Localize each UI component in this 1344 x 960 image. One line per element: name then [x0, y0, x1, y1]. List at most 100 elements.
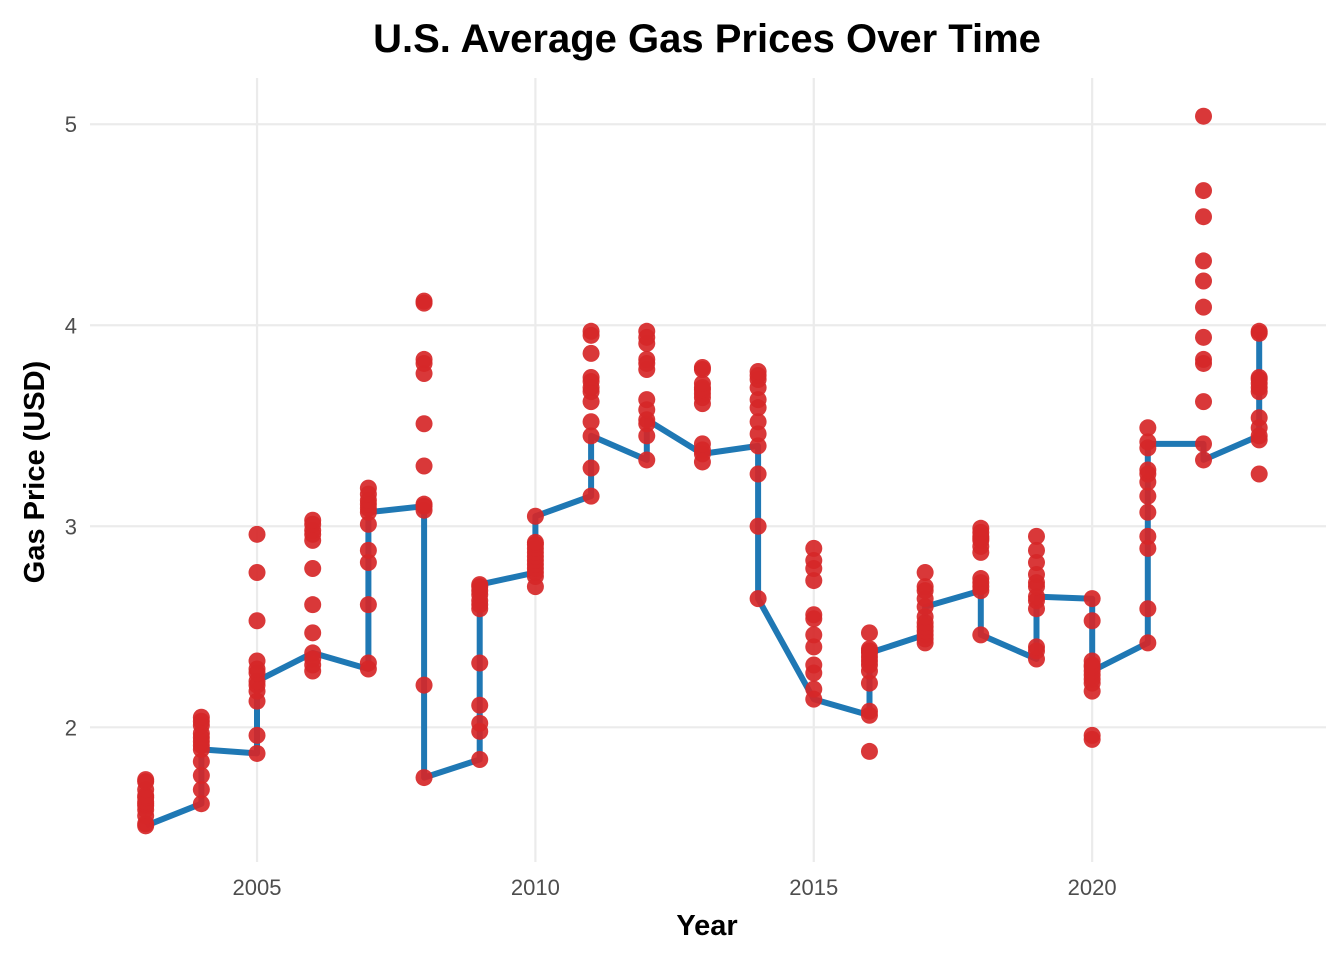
price-point-2021-4 [1139, 527, 1157, 545]
y-tick-label-5: 5 [65, 112, 77, 137]
price-point-2009-4 [471, 696, 489, 714]
price-point-2015-2 [805, 680, 823, 698]
price-point-2013-10 [693, 375, 711, 393]
price-point-2008-2 [415, 676, 433, 694]
price-point-2016-1 [860, 742, 878, 760]
price-point-2022-12 [1195, 107, 1213, 125]
price-point-2022-7 [1195, 298, 1213, 316]
x-tick-label-2005: 2005 [233, 875, 282, 900]
price-point-2008-5 [415, 495, 433, 513]
price-point-2014-1 [749, 590, 767, 608]
y-tick-label-3: 3 [65, 514, 77, 539]
grid-lines [90, 78, 1326, 862]
price-point-2013-4 [693, 435, 711, 453]
price-point-2010-11 [526, 533, 544, 551]
price-point-2021-1 [1139, 634, 1157, 652]
price-point-2016-12 [860, 624, 878, 642]
price-point-2005-10 [248, 612, 266, 630]
price-point-2015-5 [805, 638, 823, 656]
price-point-2007-5 [359, 541, 377, 559]
y-axis-title: Gas Price (USD) [19, 361, 51, 583]
price-point-2008-1 [415, 769, 433, 787]
price-point-2018-1 [972, 626, 990, 644]
chart-title: U.S. Average Gas Prices Over Time [373, 17, 1041, 61]
price-point-2014-2 [749, 517, 767, 535]
price-point-2009-12 [471, 576, 489, 594]
price-point-2021-9 [1139, 461, 1157, 479]
price-point-2003-12 [137, 771, 155, 789]
price-point-2004-1 [192, 795, 210, 813]
price-point-2023-12 [1250, 322, 1268, 340]
price-point-2011-9 [582, 369, 600, 387]
price-point-2022-5 [1195, 350, 1213, 368]
price-point-2006-5 [304, 624, 322, 642]
price-point-2018-12 [972, 519, 990, 537]
price-point-2004-4 [192, 752, 210, 770]
price-point-2016-3 [860, 702, 878, 720]
price-point-2014-5 [749, 425, 767, 443]
x-tick-label-2015: 2015 [789, 875, 838, 900]
price-point-2012-6 [638, 391, 656, 409]
price-point-2021-11 [1139, 433, 1157, 451]
price-point-2005-9 [248, 652, 266, 670]
price-point-2012-9 [638, 350, 656, 368]
price-point-2017-12 [916, 564, 934, 582]
price-point-2011-12 [582, 322, 600, 340]
price-point-2023-1 [1250, 465, 1268, 483]
price-point-2020-11 [1083, 612, 1101, 630]
price-point-2005-2 [248, 726, 266, 744]
price-point-2012-2 [638, 427, 656, 445]
price-point-2015-6 [805, 626, 823, 644]
price-point-2010-12 [526, 507, 544, 525]
price-point-2022-9 [1195, 252, 1213, 270]
price-point-2020-12 [1083, 590, 1101, 608]
price-point-2005-11 [248, 564, 266, 582]
price-point-2022-10 [1195, 208, 1213, 226]
price-point-2004-2 [192, 781, 210, 799]
price-point-2008-12 [415, 292, 433, 310]
price-point-2014-12 [749, 362, 767, 380]
price-point-2014-3 [749, 465, 767, 483]
price-point-2015-4 [805, 656, 823, 674]
price-point-2011-1 [582, 487, 600, 505]
y-tick-label-4: 4 [65, 313, 77, 338]
price-point-2021-5 [1139, 503, 1157, 521]
y-tick-label-2: 2 [65, 715, 77, 740]
price-point-2009-1 [471, 750, 489, 768]
price-point-2006-6 [304, 596, 322, 614]
price-point-2005-1 [248, 744, 266, 762]
price-point-2004-3 [192, 767, 210, 785]
price-point-2016-4 [860, 674, 878, 692]
price-point-2020-2 [1083, 726, 1101, 744]
price-point-2020-10 [1083, 652, 1101, 670]
price-point-2019-10 [1027, 553, 1045, 571]
price-point-2007-12 [359, 479, 377, 497]
price-point-2023-5 [1250, 409, 1268, 427]
price-point-2006-7 [304, 560, 322, 578]
price-point-2022-6 [1195, 328, 1213, 346]
price-point-2015-11 [805, 551, 823, 569]
price-point-2014-6 [749, 413, 767, 431]
price-point-2008-7 [415, 415, 433, 433]
price-point-2013-12 [693, 358, 711, 376]
price-point-2009-5 [471, 654, 489, 672]
price-point-2023-10 [1250, 369, 1268, 387]
price-point-2017-11 [916, 578, 934, 596]
price-point-2011-2 [582, 459, 600, 477]
price-point-2019-12 [1027, 527, 1045, 545]
price-point-2022-8 [1195, 272, 1213, 290]
price-point-2012-1 [638, 451, 656, 469]
price-points-layer [137, 107, 1268, 835]
price-point-2021-12 [1139, 419, 1157, 437]
x-tick-label-2010: 2010 [511, 875, 560, 900]
price-point-2008-6 [415, 457, 433, 475]
price-point-2008-10 [415, 350, 433, 368]
price-point-2021-3 [1139, 539, 1157, 557]
price-point-2011-10 [582, 344, 600, 362]
x-axis-title: Year [676, 910, 737, 942]
price-point-2022-2 [1195, 435, 1213, 453]
price-point-2019-9 [1027, 566, 1045, 584]
price-point-2022-3 [1195, 393, 1213, 411]
price-point-2009-3 [471, 714, 489, 732]
